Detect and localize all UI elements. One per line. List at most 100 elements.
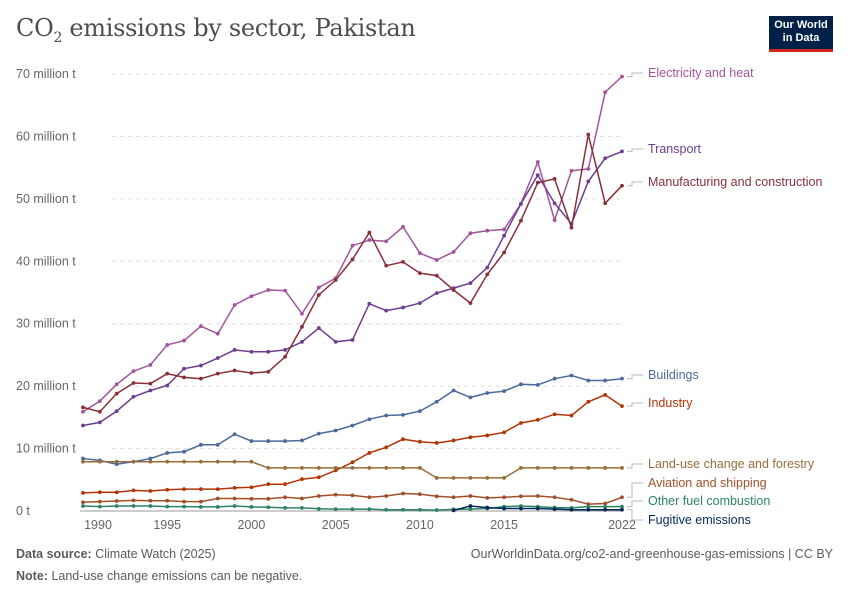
data-point	[232, 486, 237, 490]
data-point	[300, 438, 304, 443]
data-point	[552, 201, 557, 206]
series-label: Land-use change and forestry	[648, 457, 815, 471]
data-point	[215, 459, 220, 464]
data-point	[333, 428, 338, 433]
data-point	[333, 492, 338, 497]
data-point	[502, 506, 506, 511]
data-point	[535, 173, 540, 178]
label-connector	[627, 72, 643, 77]
data-point	[350, 507, 355, 512]
data-point	[535, 382, 540, 387]
data-point	[165, 487, 170, 492]
data-point	[620, 495, 624, 500]
data-point	[401, 225, 405, 229]
owid-logo[interactable]: Our World in Data	[769, 16, 833, 52]
data-point	[232, 432, 237, 437]
label-connector	[627, 500, 643, 508]
chart-note: Note: Land-use change emissions can be n…	[16, 569, 303, 583]
data-point	[384, 308, 389, 313]
data-point	[569, 497, 574, 502]
data-point	[519, 421, 523, 425]
data-point	[81, 459, 85, 464]
data-point	[485, 505, 490, 510]
data-point	[165, 504, 170, 509]
data-point	[283, 482, 288, 487]
data-point	[165, 451, 170, 455]
data-point	[300, 477, 304, 482]
data-point	[182, 487, 186, 492]
data-point	[417, 301, 422, 306]
data-point	[586, 166, 591, 171]
data-point	[249, 439, 254, 443]
x-tick-label: 2022	[608, 518, 636, 532]
data-point	[215, 356, 220, 360]
data-point	[519, 201, 523, 206]
label-connector	[627, 463, 643, 469]
data-point	[283, 348, 288, 352]
data-point	[468, 494, 473, 498]
data-point	[249, 294, 254, 299]
data-point	[586, 179, 591, 184]
data-point	[300, 339, 304, 344]
data-point	[333, 339, 338, 344]
data-point	[249, 496, 254, 501]
data-point	[434, 258, 439, 262]
x-tick-label: 2015	[490, 518, 518, 532]
x-tick-label: 1995	[153, 518, 181, 532]
data-point	[434, 273, 439, 278]
data-point	[417, 466, 422, 470]
data-point	[333, 466, 338, 470]
data-point	[384, 466, 389, 470]
data-point	[182, 459, 186, 464]
data-point	[620, 183, 624, 188]
data-point	[468, 507, 473, 512]
data-point	[552, 376, 557, 381]
data-point	[434, 441, 439, 445]
data-point	[586, 378, 591, 383]
data-point	[266, 369, 271, 374]
series-line	[82, 374, 623, 465]
y-tick-label: 0 t	[16, 504, 30, 518]
data-point	[199, 505, 203, 509]
data-point	[451, 438, 456, 443]
data-point	[384, 413, 389, 418]
series-label: Transport	[648, 142, 702, 156]
data-point	[232, 459, 237, 464]
data-point	[266, 505, 271, 510]
data-point	[384, 507, 389, 512]
data-point	[215, 331, 220, 336]
data-point	[249, 349, 254, 354]
data-point	[266, 288, 271, 292]
data-point	[350, 257, 355, 262]
data-point	[97, 459, 102, 464]
data-point	[468, 476, 473, 480]
data-point	[485, 272, 490, 277]
label-connector	[627, 509, 643, 521]
data-point	[81, 490, 85, 495]
data-point	[535, 180, 540, 185]
data-point	[232, 303, 237, 307]
data-point	[569, 225, 574, 230]
data-point	[232, 496, 237, 501]
data-point	[468, 231, 473, 236]
data-point	[300, 466, 304, 470]
data-point	[316, 431, 321, 436]
data-point	[215, 505, 220, 509]
data-point	[603, 501, 608, 506]
data-point	[97, 490, 102, 495]
data-point	[620, 507, 624, 512]
data-point	[417, 492, 422, 497]
data-point	[165, 459, 170, 464]
data-point	[485, 391, 490, 395]
data-point	[586, 132, 591, 137]
x-tick-label: 2000	[238, 518, 266, 532]
data-point	[384, 239, 389, 244]
data-point	[148, 504, 153, 508]
source-url[interactable]: OurWorldinData.org/co2-and-greenhouse-ga…	[470, 547, 833, 561]
series-label: Buildings	[648, 368, 699, 382]
data-point	[131, 488, 136, 493]
series-label: Industry	[648, 396, 693, 410]
data-point	[586, 399, 591, 404]
data-point	[266, 466, 271, 470]
